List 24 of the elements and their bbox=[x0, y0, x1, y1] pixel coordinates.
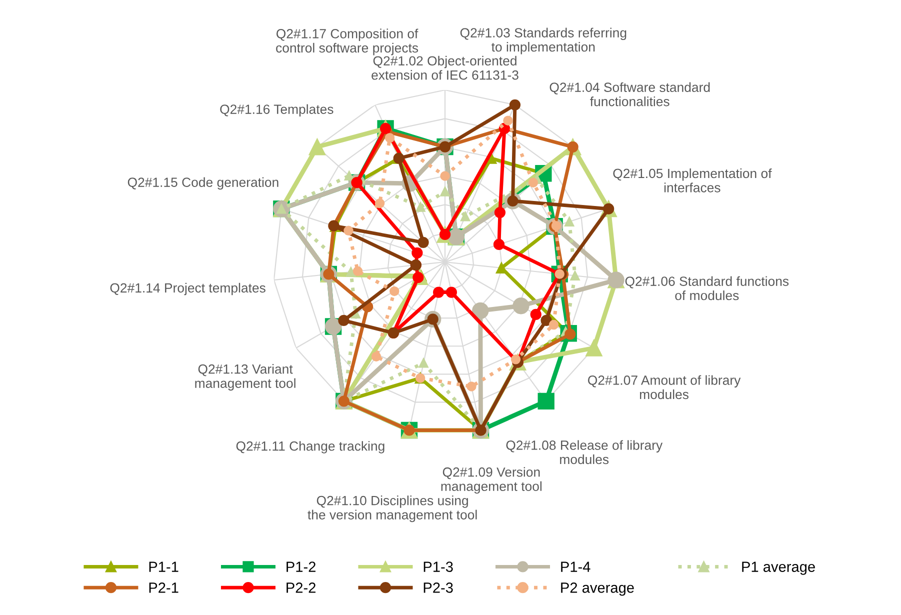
legend-label: P1-1 bbox=[149, 562, 178, 572]
spoke-label: Q2#1.17 Composition of control software projects bbox=[276, 28, 418, 56]
legend-label: P1-4 bbox=[561, 562, 590, 572]
legend-label: P1-3 bbox=[424, 562, 453, 572]
spoke-label: Q2#1.04 Software standard functionalities bbox=[550, 82, 710, 106]
spoke-label: Q2#1.05 Implementation of interfaces bbox=[613, 168, 772, 192]
spoke-label: Q2#1.02 Object-oriented extension of IEC 61131-3 bbox=[372, 56, 518, 80]
spoke-label: Q2#1.08 Release of library modules bbox=[506, 440, 663, 464]
legend-label: P2 average bbox=[561, 582, 634, 596]
spoke-label: Q2#1.09 Version management tool bbox=[441, 467, 542, 494]
spoke-label: Q2#1.14 Project templates bbox=[110, 282, 266, 296]
legend-label: P2-1 bbox=[149, 582, 178, 593]
spoke-label: Q2#1.11 Change tracking bbox=[236, 441, 384, 454]
legend-label: P2-3 bbox=[424, 582, 453, 593]
legend-label: P1 average bbox=[742, 562, 815, 575]
spoke-label: Q2#1.13 Variant management tool bbox=[195, 364, 296, 391]
spoke-label: Q2#1.16 Templates bbox=[220, 104, 334, 117]
spoke-label: Q2#1.10 Disciplines using the version management tool bbox=[308, 496, 477, 522]
spoke-label: Q2#1.07 Amount of library modules bbox=[588, 375, 741, 400]
spoke-label: Q2#1.03 Standards referring to implementation bbox=[460, 28, 626, 54]
spoke-label: Q2#1.15 Code generation bbox=[128, 177, 278, 190]
legend-label: P2-2 bbox=[286, 582, 316, 593]
spoke-label: Q2#1.06 Standard functions of modules bbox=[625, 276, 789, 300]
legend-label: P1-2 bbox=[286, 562, 316, 572]
